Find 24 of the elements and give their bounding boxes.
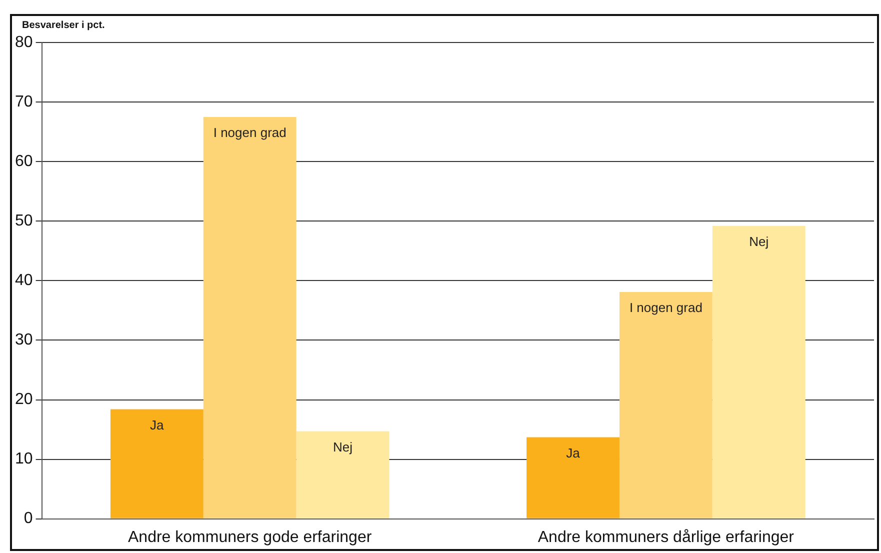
text: I nogen grad: [213, 125, 286, 140]
y-tick-label: 20: [15, 391, 33, 408]
text: Ja: [566, 445, 580, 460]
y-tick-label: 30: [15, 332, 33, 349]
bar: [110, 409, 204, 518]
y-tick-label: 70: [15, 94, 33, 111]
bar: [296, 431, 390, 518]
bar: [619, 292, 712, 518]
y-tick-label: 80: [15, 34, 33, 52]
y-tick-label: 0: [24, 510, 33, 528]
y-tick-label: 40: [15, 272, 33, 290]
x-tick-label: Andre kommuners dårlige erfaringer: [538, 528, 795, 546]
series-label: Nej: [333, 439, 353, 454]
text: Nej: [749, 234, 769, 250]
y-tick-label: 10: [15, 450, 33, 468]
bar: [203, 117, 296, 518]
y-tick-label: 60: [15, 153, 33, 170]
x-tick-label: Andre kommuners gode erfaringer: [128, 528, 372, 546]
series-label: I nogen grad: [629, 300, 702, 316]
y-axis-title: Besvarelser i pct.: [22, 20, 105, 31]
bar: [712, 226, 806, 518]
y-tick-label: 50: [15, 212, 33, 230]
series-label: Ja: [150, 417, 165, 432]
bar: [526, 437, 620, 518]
